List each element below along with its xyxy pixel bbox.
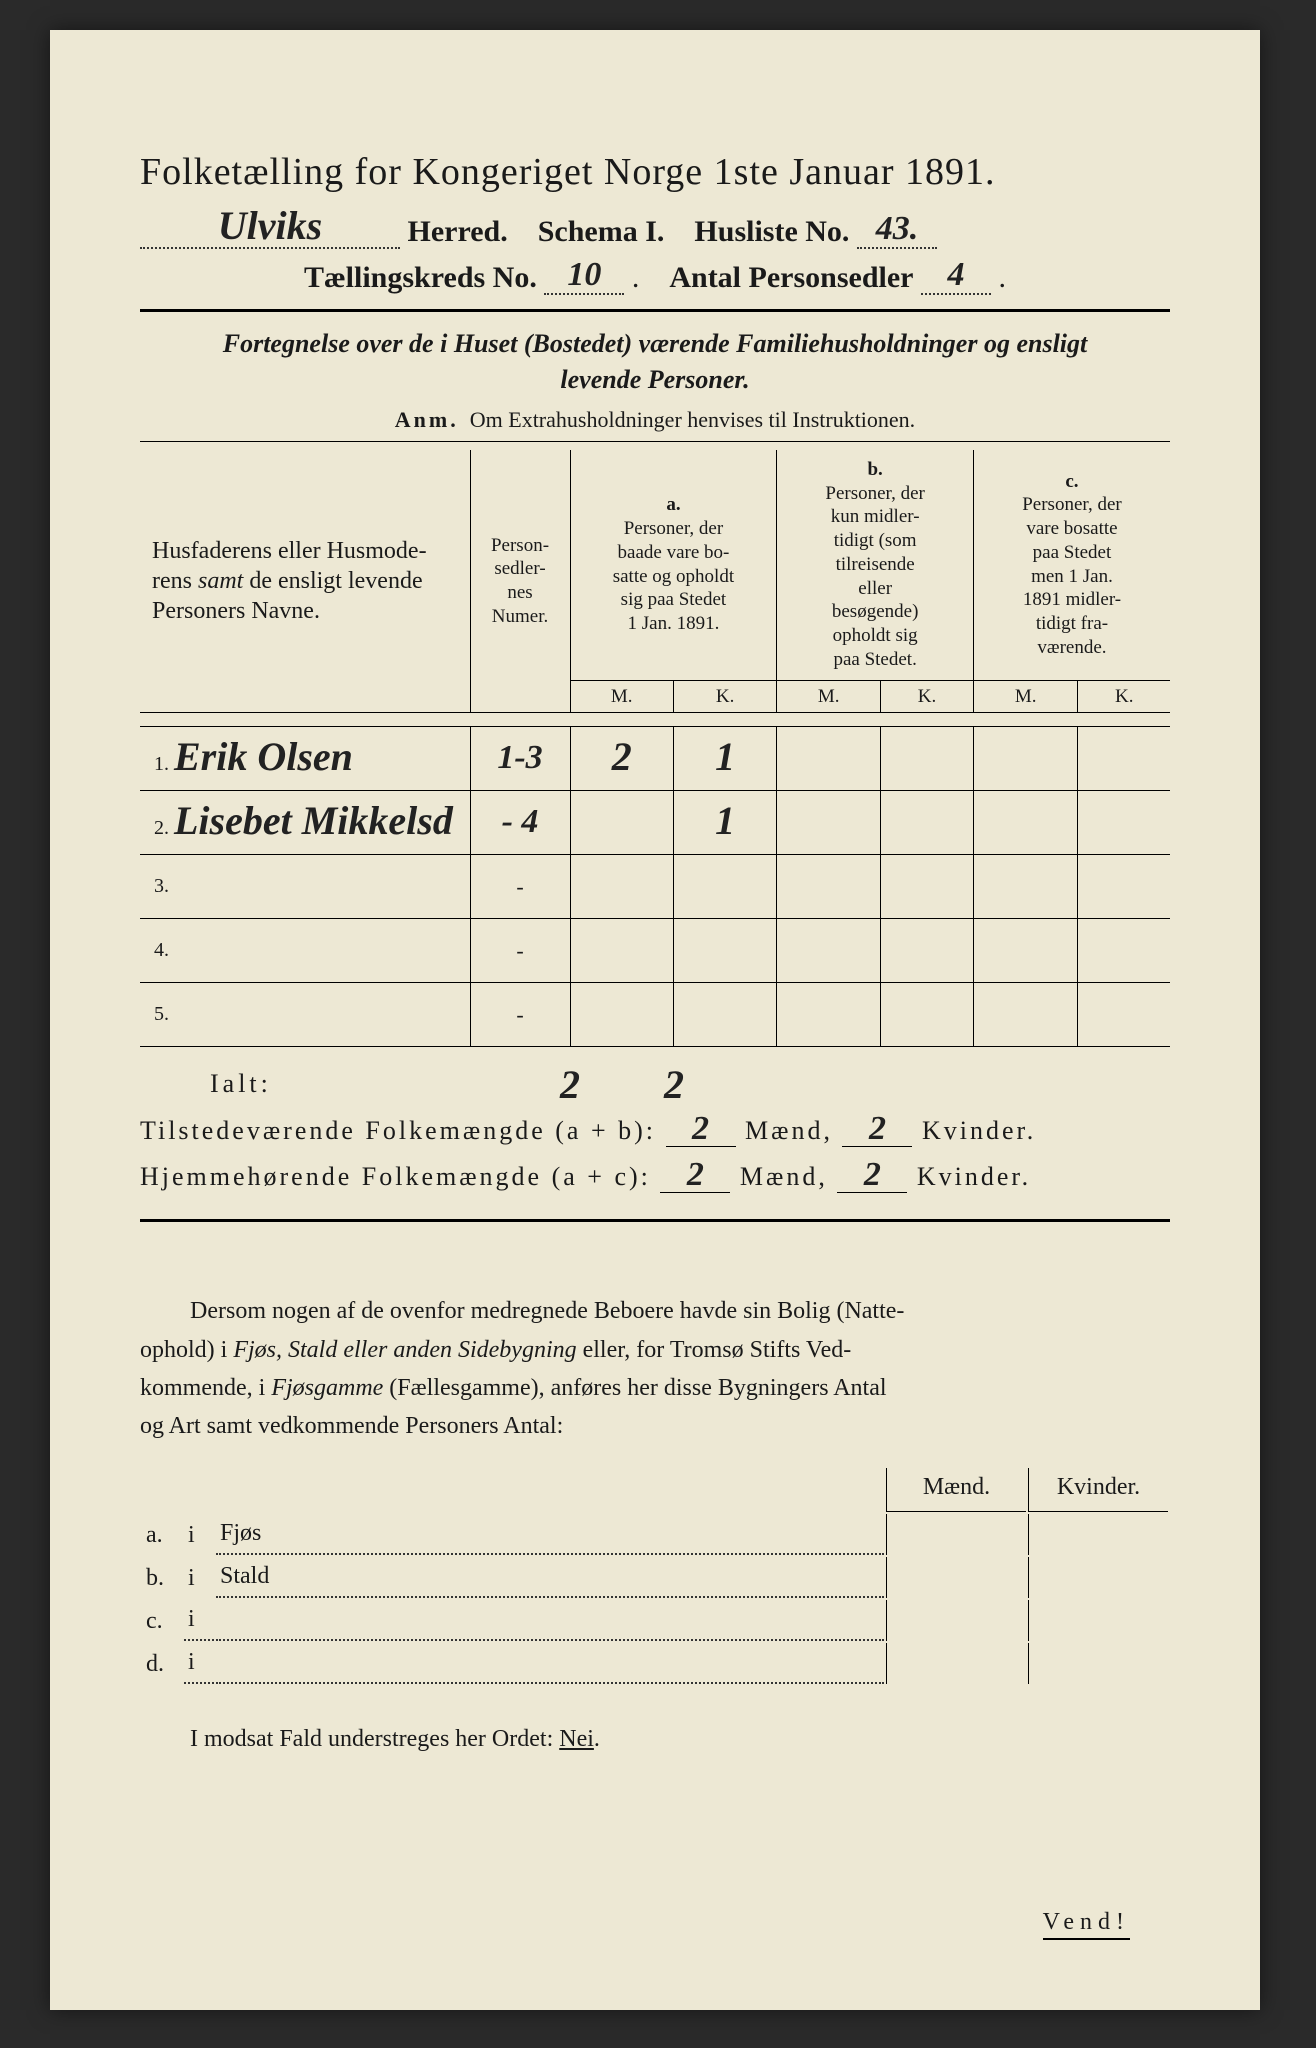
col-b-label: b.: [867, 459, 882, 480]
row-sedler: -: [470, 919, 570, 983]
row-num: 2.: [154, 817, 169, 839]
col-sedler: Person-sedler-nesNumer.: [470, 450, 570, 713]
herred-field: Ulviks: [140, 210, 400, 249]
divider-thin: [140, 441, 1170, 442]
ialt-label: Ialt:: [140, 1069, 500, 1101]
kreds-field: 10: [544, 259, 624, 295]
col-c-k: K.: [1078, 680, 1170, 713]
lower-label: Fjøs: [220, 1520, 261, 1546]
lower-head-k: Kvinder.: [1028, 1468, 1168, 1512]
maend-label: Mænd,: [745, 1116, 833, 1145]
divider: [140, 309, 1170, 312]
summary1-k: 2: [869, 1110, 886, 1147]
husliste-label: Husliste No.: [694, 215, 849, 248]
col-c: c. Personer, dervare bosattepaa Stedetme…: [973, 450, 1170, 680]
ialt-m: 2: [560, 1069, 584, 1101]
lower-i: i: [184, 1600, 214, 1641]
italic-line1: Fortegnelse over de i Huset (Bostedet) v…: [223, 329, 1088, 358]
kvinder-label: Kvinder.: [917, 1162, 1031, 1191]
col-b-k: K.: [881, 680, 974, 713]
schema-label: Schema I.: [538, 215, 665, 248]
antal-field: 4: [921, 259, 991, 295]
paragraph: Dersom nogen af de ovenfor medregnede Be…: [140, 1292, 1170, 1446]
lower-letter: b.: [142, 1557, 182, 1598]
table-row: 5. -: [140, 983, 1170, 1047]
summary-hjemme: Hjemmehørende Folkemængde (a + c): 2 Mæn…: [140, 1161, 1170, 1193]
herred-value: Ulviks: [218, 203, 322, 248]
row-num: 1.: [154, 753, 169, 775]
row-name: Erik Olsen: [174, 734, 353, 779]
col-a: a. Personer, derbaade vare bo-satte og o…: [570, 450, 777, 680]
lower-letter: c.: [142, 1600, 182, 1641]
lower-row: b. i Stald: [142, 1557, 1168, 1598]
row-name: Lisebet Mikkelsd: [174, 798, 453, 843]
herred-line: Ulviks Herred. Schema I. Husliste No. 43…: [140, 210, 1170, 249]
summary2-m: 2: [687, 1156, 704, 1193]
vend-label: Vend!: [1043, 1909, 1130, 1940]
kreds-line: Tællingskreds No. 10 . Antal Personsedle…: [140, 259, 1170, 295]
subtitle-italic: Fortegnelse over de i Huset (Bostedet) v…: [140, 326, 1170, 399]
row-sedler: 1-3: [497, 739, 542, 776]
row-am: 2: [612, 734, 632, 779]
page-title: Folketælling for Kongeriget Norge 1ste J…: [140, 150, 1170, 194]
lower-head-m: Mænd.: [886, 1468, 1026, 1512]
row-num: 4.: [154, 939, 169, 961]
row-num: 5.: [154, 1003, 169, 1025]
lower-i: i: [184, 1557, 214, 1598]
summary-tilstede: Tilstedeværende Folkemængde (a + b): 2 M…: [140, 1115, 1170, 1147]
maend-label: Mænd,: [740, 1162, 828, 1191]
kreds-label: Tællingskreds No.: [304, 261, 537, 294]
lower-i: i: [184, 1514, 214, 1555]
ialt-k: 2: [664, 1069, 688, 1101]
row-sedler: -: [470, 855, 570, 919]
lower-table: Mænd. Kvinder. a. i Fjøs b. i Stald c. i…: [140, 1466, 1170, 1686]
kvinder-label: Kvinder.: [922, 1116, 1036, 1145]
anm-prefix: Anm.: [395, 407, 459, 432]
col-names: Husfaderens eller Husmode-rens samt de e…: [140, 450, 470, 713]
col-a-label: a.: [666, 494, 680, 515]
ialt-row: Ialt: 2 2: [140, 1069, 1170, 1101]
table-row: 2. Lisebet Mikkelsd - 4 1: [140, 791, 1170, 855]
col-b: b. Personer, derkun midler-tidigt (somti…: [777, 450, 974, 680]
row-ak: 1: [715, 734, 735, 779]
row-sedler: -: [470, 983, 570, 1047]
kreds-value: 10: [567, 256, 601, 293]
census-form-page: Folketælling for Kongeriget Norge 1ste J…: [50, 30, 1260, 2010]
table-row: 1. Erik Olsen 1-3 2 1: [140, 727, 1170, 791]
husliste-value: 43.: [876, 210, 919, 247]
row-sedler: - 4: [502, 803, 539, 840]
table-row: 3. -: [140, 855, 1170, 919]
col-c-label: c.: [1065, 471, 1078, 492]
divider: [140, 1219, 1170, 1222]
row-num: 3.: [154, 875, 169, 897]
anm-text: Om Extrahusholdninger henvises til Instr…: [470, 407, 915, 432]
anm-line: Anm. Om Extrahusholdninger henvises til …: [140, 407, 1170, 433]
antal-value: 4: [947, 256, 964, 293]
husliste-field: 43.: [857, 213, 937, 249]
herred-label: Herred.: [408, 215, 508, 248]
col-a-m: M.: [570, 680, 673, 713]
main-table: Husfaderens eller Husmode-rens samt de e…: [140, 450, 1170, 1048]
col-b-m: M.: [777, 680, 881, 713]
lower-letter: a.: [142, 1514, 182, 1555]
col-a-k: K.: [673, 680, 776, 713]
summary2-k: 2: [864, 1156, 881, 1193]
lower-i: i: [184, 1643, 214, 1684]
row-ak: 1: [715, 798, 735, 843]
italic-line2: levende Personer.: [560, 365, 749, 394]
lower-label: Stald: [220, 1563, 269, 1589]
summary2-label: Hjemmehørende Folkemængde (a + c):: [140, 1162, 651, 1191]
lower-row: c. i: [142, 1600, 1168, 1641]
final-line: I modsat Fald understreges her Ordet: Ne…: [140, 1726, 1170, 1753]
summary1-m: 2: [692, 1110, 709, 1147]
lower-letter: d.: [142, 1643, 182, 1684]
table-row: 4. -: [140, 919, 1170, 983]
col-c-m: M.: [973, 680, 1078, 713]
summary1-label: Tilstedeværende Folkemængde (a + b):: [140, 1116, 656, 1145]
lower-row: d. i: [142, 1643, 1168, 1684]
antal-label: Antal Personsedler: [669, 261, 913, 294]
lower-row: a. i Fjøs: [142, 1514, 1168, 1555]
